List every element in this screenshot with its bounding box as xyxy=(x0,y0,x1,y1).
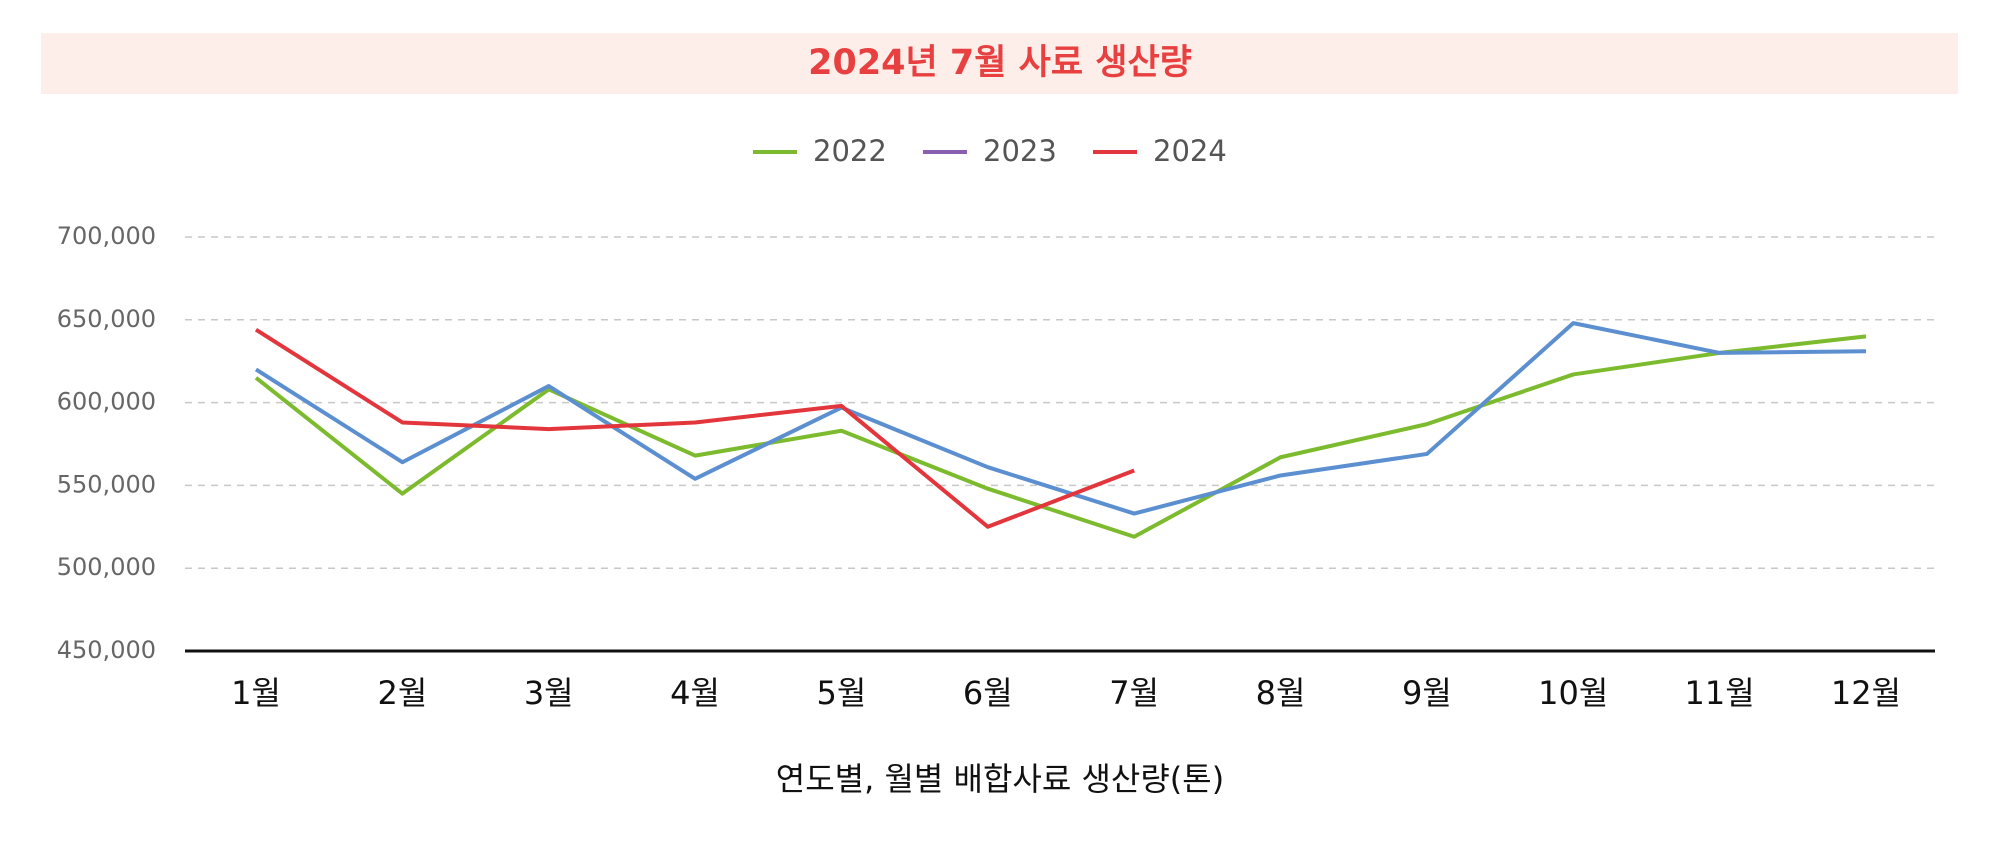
x-tick-label: 6월 xyxy=(963,674,1013,712)
x-tick-label: 4월 xyxy=(670,674,720,712)
series-line xyxy=(254,328,1135,529)
x-tick-label: 11월 xyxy=(1685,674,1755,712)
series-line xyxy=(254,321,1867,516)
title-band xyxy=(41,33,1958,94)
y-tick-label: 650,000 xyxy=(57,305,156,333)
x-axis-title: 연도별, 월별 배합사료 생산량(톤) xyxy=(776,760,1224,798)
x-tick-label: 1월 xyxy=(231,674,281,712)
x-tick-label: 12월 xyxy=(1831,674,1901,712)
legend-label: 2023 xyxy=(983,134,1057,168)
y-tick-label: 500,000 xyxy=(57,553,156,581)
x-tick-label: 8월 xyxy=(1256,674,1306,712)
legend-label: 2024 xyxy=(1153,134,1227,168)
x-tick-label: 3월 xyxy=(524,674,574,712)
chart-title: 2024년 7월 사료 생산량 xyxy=(808,43,1192,83)
y-tick-label: 450,000 xyxy=(57,636,156,664)
legend-label: 2022 xyxy=(813,134,887,168)
y-tick-label: 700,000 xyxy=(57,222,156,250)
x-tick-label: 5월 xyxy=(817,674,867,712)
x-tick-label: 2월 xyxy=(377,674,427,712)
series-line xyxy=(254,334,1867,539)
y-tick-label: 600,000 xyxy=(57,388,156,416)
x-tick-label: 9월 xyxy=(1402,674,1452,712)
y-tick-label: 550,000 xyxy=(57,470,156,498)
x-tick-label: 10월 xyxy=(1538,674,1608,712)
x-tick-label: 7월 xyxy=(1109,674,1159,712)
